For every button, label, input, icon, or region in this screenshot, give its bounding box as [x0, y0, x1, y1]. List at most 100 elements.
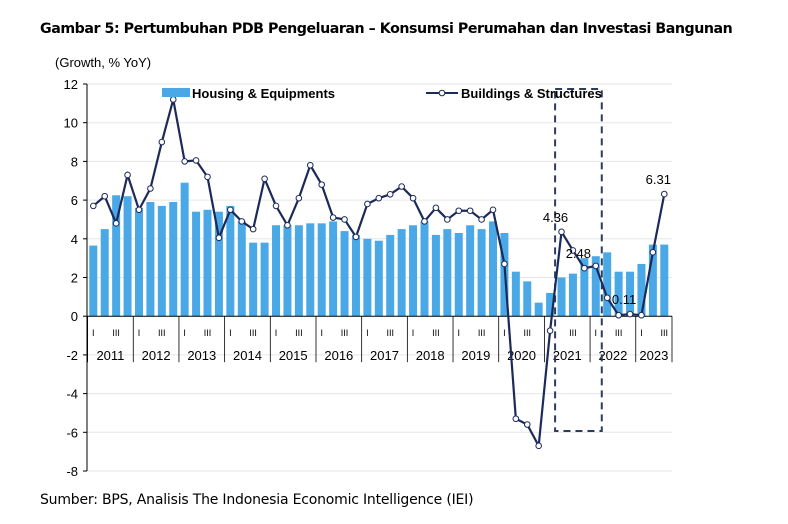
quarter-label: III	[432, 328, 440, 338]
quarter-label: I	[457, 328, 460, 338]
bar-housing-equipments	[546, 292, 555, 317]
line-point	[318, 181, 326, 188]
bar-housing-equipments	[89, 245, 98, 317]
bar-housing-equipments	[511, 271, 520, 317]
bar-housing-equipments	[169, 202, 178, 317]
line-point	[398, 183, 405, 190]
quarter-label: I	[503, 328, 506, 338]
quarter-label: III	[112, 328, 120, 338]
bar-housing-equipments	[431, 234, 440, 317]
line-point	[592, 262, 600, 270]
y-tick-label: 4	[71, 232, 78, 247]
line-point	[581, 264, 588, 272]
bar-housing-equipments	[180, 182, 189, 317]
line-point	[147, 185, 154, 192]
bar-housing-equipments	[648, 244, 657, 317]
line-point	[535, 442, 542, 450]
bar-housing-equipments	[260, 242, 269, 317]
line-point	[284, 221, 291, 229]
year-label: 2020	[507, 348, 536, 363]
bar-housing-equipments	[523, 281, 532, 317]
bar-housing-equipments	[100, 229, 109, 317]
line-point	[626, 310, 634, 318]
line-point	[432, 204, 440, 212]
year-label: 2011	[96, 348, 124, 363]
line-point	[466, 207, 474, 215]
line-point	[455, 207, 463, 215]
year-label: 2015	[279, 348, 308, 363]
y-tick-label: 6	[71, 193, 78, 208]
line-point	[558, 228, 565, 236]
line-point	[364, 200, 371, 208]
line-point	[169, 96, 177, 103]
data-label: 0.11	[612, 292, 636, 307]
line-point	[661, 190, 668, 198]
line-point	[192, 157, 200, 164]
line-point	[90, 202, 97, 210]
year-label: 2023	[639, 348, 668, 363]
bar-housing-equipments	[351, 234, 360, 317]
bar-housing-equipments	[489, 221, 497, 317]
data-label: 2.48	[566, 246, 591, 261]
quarter-label: I	[366, 328, 369, 338]
bar-housing-equipments	[134, 207, 143, 317]
quarter-label: III	[569, 328, 577, 338]
line-point	[478, 216, 485, 223]
line-point	[227, 206, 234, 214]
line-point	[158, 138, 166, 146]
line-point	[329, 214, 337, 221]
line-point	[341, 216, 348, 223]
bar-housing-equipments	[614, 271, 623, 317]
quarter-label: I	[320, 328, 323, 338]
quarter-label: III	[249, 328, 257, 338]
line-point	[512, 415, 520, 423]
line-point	[501, 260, 508, 268]
bar-housing-equipments	[409, 225, 418, 317]
bar-housing-equipments	[237, 221, 246, 317]
y-tick-label: -2	[66, 348, 78, 363]
line-point	[546, 327, 554, 335]
data-label: 6.31	[646, 172, 671, 187]
highlight-box	[554, 88, 603, 432]
quarter-label: III	[158, 328, 166, 338]
bar-housing-equipments	[272, 225, 281, 317]
bar-housing-equipments	[226, 205, 235, 317]
bar-housing-equipments	[420, 221, 429, 317]
line-point	[124, 171, 131, 179]
quarter-label: I	[412, 328, 415, 338]
quarter-label: III	[204, 328, 212, 338]
line-point	[135, 206, 143, 214]
bar-housing-equipments	[340, 231, 349, 317]
bar-housing-equipments	[146, 202, 155, 317]
bar-housing-equipments	[329, 221, 338, 317]
quarter-label: I	[92, 328, 95, 338]
bar-housing-equipments	[626, 271, 635, 317]
year-label: 2014	[233, 348, 262, 363]
quarter-label: III	[478, 328, 486, 338]
line-point	[181, 158, 188, 165]
bar-housing-equipments	[534, 302, 543, 317]
line-point	[306, 161, 314, 169]
bar-housing-equipments	[580, 258, 589, 317]
bar-housing-equipments	[454, 232, 463, 317]
bar-housing-equipments	[203, 209, 212, 317]
bar-housing-equipments	[157, 205, 166, 317]
quarter-label: I	[183, 328, 186, 338]
bar-housing-equipments	[477, 229, 486, 317]
line-point	[444, 216, 451, 223]
line-point	[272, 202, 280, 210]
year-label: 2013	[187, 348, 216, 363]
year-label: 2017	[370, 348, 399, 363]
bar-housing-equipments	[637, 263, 646, 317]
line-point	[409, 194, 417, 202]
bar-housing-equipments	[397, 229, 406, 317]
line-point	[638, 311, 645, 319]
line-point	[569, 247, 577, 254]
line-point	[112, 220, 120, 227]
y-tick-label: 12	[64, 77, 78, 92]
year-label: 2012	[142, 348, 171, 363]
quarter-label: III	[386, 328, 394, 338]
line-point	[603, 294, 611, 302]
y-tick-label: -4	[66, 387, 78, 402]
